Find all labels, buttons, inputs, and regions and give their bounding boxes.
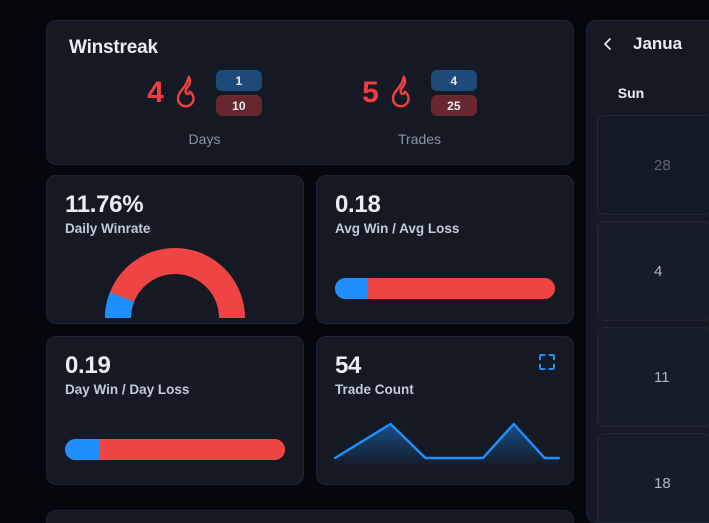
- winstreak-trades-main: 5 4 25: [362, 67, 477, 119]
- winstreak-group-days: 4 1 10 Days: [97, 67, 312, 147]
- calendar-weekday-sun: Sun: [617, 85, 645, 101]
- daily-winrate-label: Daily Winrate: [65, 221, 151, 237]
- trade-count-value: 54: [335, 352, 362, 379]
- day-win-segment: [65, 439, 101, 460]
- day-win-day-loss-label: Day Win / Day Loss: [65, 382, 190, 398]
- winstreak-days-count: 4: [147, 76, 164, 109]
- calendar-day-number: 4: [654, 262, 663, 280]
- bottom-partial-card[interactable]: [46, 510, 574, 523]
- stat-card-day-win-day-loss[interactable]: 0.19 Day Win / Day Loss: [46, 336, 304, 485]
- calendar-day-number: 18: [654, 474, 671, 492]
- stats-dashboard: Winstreak 4 1 10: [46, 20, 574, 485]
- avg-loss-segment: [368, 278, 555, 299]
- winstreak-days-label: Days: [188, 131, 221, 147]
- chevron-left-icon[interactable]: [601, 37, 615, 51]
- winstreak-title: Winstreak: [69, 37, 158, 58]
- winstreak-card: Winstreak 4 1 10: [46, 20, 574, 165]
- winstreak-groups: 4 1 10 Days: [69, 67, 551, 147]
- calendar-day-number: 28: [654, 156, 671, 174]
- calendar-header: Janua: [587, 21, 709, 67]
- stat-card-avg-win-avg-loss[interactable]: 0.18 Avg Win / Avg Loss: [316, 175, 574, 324]
- avg-win-avg-loss-bar: [335, 278, 555, 299]
- winstreak-days-badge-loss: 10: [215, 95, 262, 116]
- winstreak-group-trades: 5 4 25 Trades: [312, 67, 527, 147]
- winstreak-trades-badge-win: 4: [430, 70, 477, 91]
- winstreak-days-main: 4 1 10: [147, 67, 262, 119]
- winrate-gauge: [65, 244, 285, 320]
- winstreak-days-badge-win: 1: [215, 70, 262, 91]
- winstreak-trades-count: 5: [362, 76, 379, 109]
- gauge-svg: [105, 248, 245, 319]
- calendar-day-number: 11: [654, 368, 670, 386]
- day-win-day-loss-value: 0.19: [65, 352, 111, 379]
- winstreak-trades-label: Trades: [397, 131, 442, 147]
- avg-win-avg-loss-value: 0.18: [335, 191, 381, 218]
- calendar-day-cell[interactable]: 4: [597, 221, 709, 321]
- calendar-day-cell[interactable]: 11: [597, 327, 709, 427]
- trade-count-label: Trade Count: [335, 382, 414, 398]
- calendar-month-label: Janua: [633, 34, 683, 53]
- sparkline-svg: [333, 422, 561, 466]
- calendar-weekday-row: Sun: [587, 85, 709, 101]
- flame-icon: [387, 74, 417, 113]
- calendar-panel: Janua Sun 28 4 11 18: [586, 20, 709, 523]
- flame-icon: [172, 74, 202, 113]
- winstreak-trades-badges: 4 25: [430, 70, 477, 116]
- winstreak-days-badges: 1 10: [215, 70, 262, 116]
- stat-card-daily-winrate[interactable]: 11.76% Daily Winrate: [46, 175, 304, 324]
- day-loss-segment: [100, 439, 285, 460]
- expand-icon[interactable]: [538, 353, 556, 371]
- daily-winrate-value: 11.76%: [65, 191, 144, 218]
- avg-win-avg-loss-label: Avg Win / Avg Loss: [335, 221, 460, 237]
- calendar-day-cell[interactable]: 28: [597, 115, 709, 215]
- stat-card-grid: 11.76% Daily Winrate 0.18 Avg Win / Avg …: [46, 175, 574, 485]
- winstreak-trades-badge-loss: 25: [430, 95, 477, 116]
- trade-count-sparkline: [333, 414, 561, 466]
- avg-win-segment: [335, 278, 368, 299]
- calendar-day-grid: 28 4 11 18: [587, 115, 709, 522]
- calendar-day-cell[interactable]: 18: [597, 433, 709, 522]
- stat-card-trade-count[interactable]: 54 Trade Count: [316, 336, 574, 485]
- day-win-day-loss-bar: [65, 439, 285, 460]
